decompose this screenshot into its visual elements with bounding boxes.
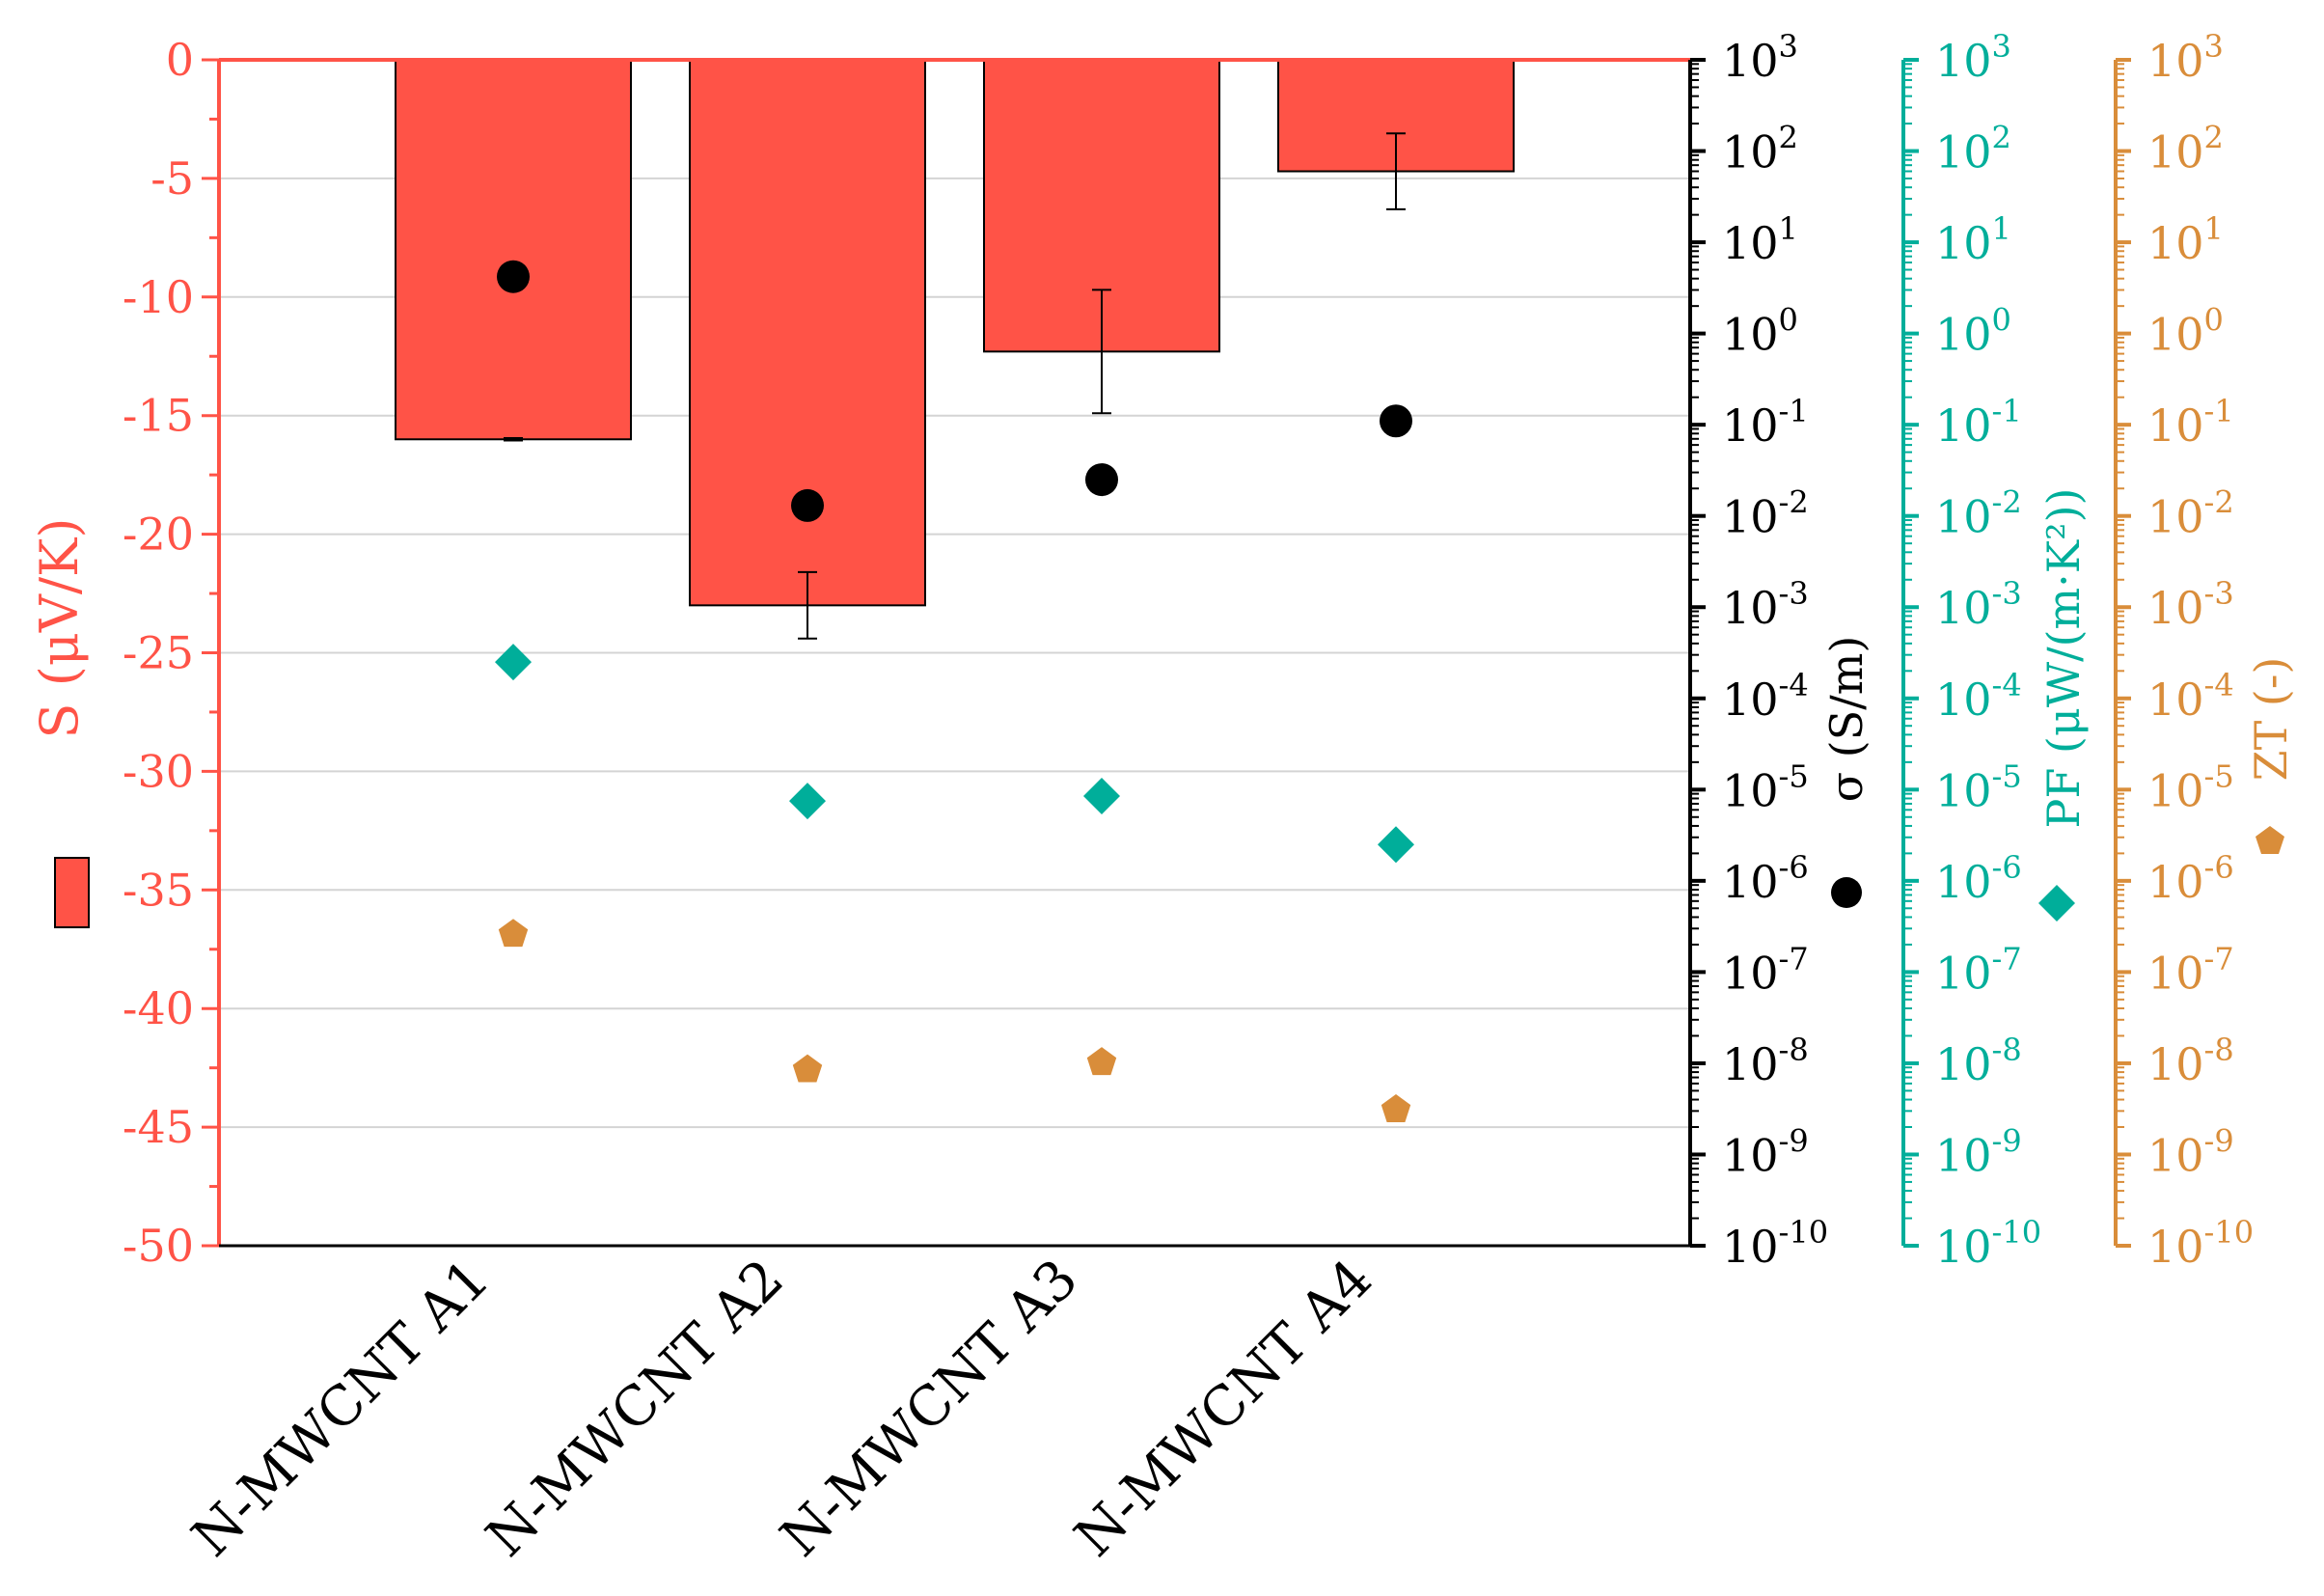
zt-point xyxy=(792,1054,823,1083)
sigma-tick-label: 102 xyxy=(1722,120,1798,179)
pf-tick-label: 10-3 xyxy=(1935,575,2022,634)
pf-tick-label: 10-2 xyxy=(1935,484,2022,543)
pf-tick-label: 100 xyxy=(1935,302,2011,361)
pf-tick-label: 103 xyxy=(1935,28,2011,87)
category-label: N-MWCNT A1 xyxy=(180,1248,502,1569)
sigma-point xyxy=(791,488,824,522)
left-axis-title: S (μV/K) xyxy=(29,518,90,739)
pf-tick-label: 10-6 xyxy=(1935,849,2022,908)
pf-tick-label: 102 xyxy=(1935,120,2011,179)
zt-tick-label: 10-4 xyxy=(2147,667,2234,726)
sigma-tick-label: 103 xyxy=(1722,28,1798,87)
category-label: N-MWCNT A2 xyxy=(475,1248,796,1569)
zt-legend-marker xyxy=(2256,826,2284,854)
pf-tick-label: 10-9 xyxy=(1935,1122,2022,1181)
bar-n-mwcnt-a1 xyxy=(395,59,632,441)
zt-axis-title: ZT (-) xyxy=(2245,657,2297,782)
bars xyxy=(395,59,1515,640)
sigma-tick-label: 100 xyxy=(1722,302,1798,361)
sigma-point xyxy=(1085,463,1118,497)
sigma-tick-label: 10-3 xyxy=(1722,575,1809,634)
category-label: N-MWCNT A3 xyxy=(769,1248,1090,1569)
pf-legend-marker xyxy=(2038,885,2075,922)
left-tick-label: -25 xyxy=(123,627,194,679)
sigma-tick-label: 10-4 xyxy=(1722,667,1809,726)
left-tick-label: -10 xyxy=(123,271,194,323)
category-label: N-MWCNT A4 xyxy=(1063,1248,1384,1569)
left-tick-label: -35 xyxy=(123,864,194,916)
zt-tick-label: 100 xyxy=(2147,302,2224,361)
pf-point xyxy=(495,644,532,681)
sigma-tick-label: 10-10 xyxy=(1722,1214,1828,1273)
sigma-tick-label: 10-1 xyxy=(1722,393,1809,452)
zt-tick-label: 102 xyxy=(2147,120,2224,179)
sigma-tick-label: 10-9 xyxy=(1722,1122,1809,1181)
pf-tick-label: 10-1 xyxy=(1935,393,2022,452)
sigma-axis-title: σ (S/m) xyxy=(1820,636,1873,803)
bar-legend-swatch xyxy=(54,857,90,928)
axes: 0 -5 -10 -15 -20 -25 -30 -35 -40 -45 -50 103 102 101 1… xyxy=(123,28,2254,1273)
zt-tick-label: 10-5 xyxy=(2147,757,2234,816)
sigma-point xyxy=(497,260,530,293)
left-tick-label: -45 xyxy=(123,1101,194,1153)
left-tick-label: -30 xyxy=(123,745,194,797)
sigma-tick-label: 10-5 xyxy=(1722,757,1809,816)
pf-tick-label: 10-7 xyxy=(1935,940,2022,999)
zt-tick-label: 10-3 xyxy=(2147,575,2234,634)
category-labels: N-MWCNT A1N-MWCNT A2N-MWCNT A3N-MWCNT A4 xyxy=(180,1248,1384,1569)
zt-point xyxy=(1086,1047,1117,1076)
left-tick-label: -15 xyxy=(123,390,194,442)
left-tick-label: -50 xyxy=(123,1220,194,1272)
zt-tick-label: 10-7 xyxy=(2147,940,2234,999)
zt-tick-label: 10-6 xyxy=(2147,849,2234,908)
zt-tick-label: 10-8 xyxy=(2147,1032,2234,1090)
sigma-tick-label: 10-2 xyxy=(1722,484,1809,543)
sigma-point xyxy=(1380,404,1412,438)
zt-tick-label: 10-10 xyxy=(2147,1214,2254,1273)
zt-tick-label: 10-2 xyxy=(2147,484,2234,543)
pf-tick-label: 101 xyxy=(1935,210,2011,269)
bar-n-mwcnt-a2 xyxy=(689,59,926,607)
left-tick-label: -5 xyxy=(150,152,194,205)
left-tick-label: 0 xyxy=(166,34,194,86)
zt-tick-label: 103 xyxy=(2147,28,2224,87)
sigma-tick-label: 10-8 xyxy=(1722,1032,1809,1090)
pf-tick-label: 10-4 xyxy=(1935,667,2022,726)
zt-point xyxy=(498,919,529,948)
sigma-tick-label: 101 xyxy=(1722,210,1798,269)
pf-tick-label: 10-10 xyxy=(1935,1214,2041,1273)
zt-tick-label: 10-1 xyxy=(2147,393,2234,452)
pf-point xyxy=(1083,777,1120,814)
markers xyxy=(495,260,1414,1122)
sigma-tick-label: 10-7 xyxy=(1722,940,1809,999)
sigma-legend-marker xyxy=(1831,877,1862,908)
left-tick-label: -20 xyxy=(123,509,194,561)
left-tick-label: -40 xyxy=(123,982,194,1034)
zt-tick-label: 10-9 xyxy=(2147,1122,2234,1181)
pf-tick-label: 10-8 xyxy=(1935,1032,2022,1090)
pf-point xyxy=(789,783,826,820)
pf-axis-title: PF (μW/(m·K²)) xyxy=(2037,488,2090,829)
pf-tick-label: 10-5 xyxy=(1935,757,2022,816)
zt-point xyxy=(1381,1094,1411,1122)
sigma-tick-label: 10-6 xyxy=(1722,849,1809,908)
pf-point xyxy=(1378,826,1414,864)
zt-tick-label: 101 xyxy=(2147,210,2224,269)
